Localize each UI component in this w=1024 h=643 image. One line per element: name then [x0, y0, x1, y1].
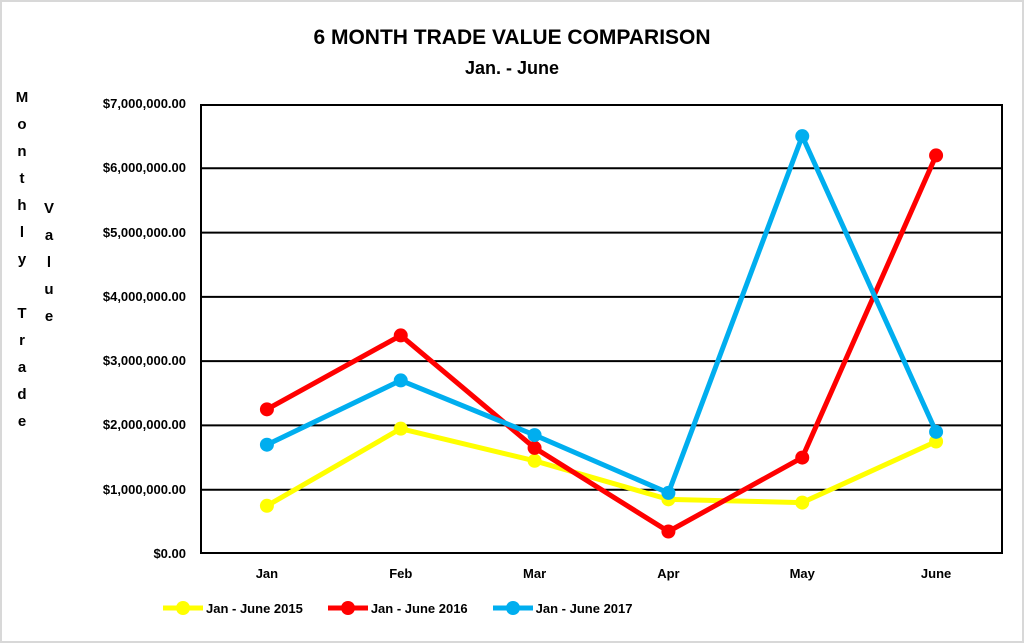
data-point-feb-jan-june-2015 [393, 421, 408, 436]
data-point-may-jan-june-2016 [795, 450, 810, 465]
y-axis-tick-label: $4,000,000.00 [102, 288, 186, 304]
y-axis-tick-label: $6,000,000.00 [102, 160, 186, 176]
vertical-label-letter: a [44, 227, 54, 244]
data-point-mar-jan-june-2017 [527, 428, 542, 443]
data-point-june-jan-june-2015 [929, 434, 944, 449]
vertical-label-letter: r [19, 332, 25, 349]
x-axis-label-jan: Jan [255, 566, 279, 581]
data-point-june-jan-june-2017 [929, 424, 944, 439]
y-axis-tick-label: $2,000,000.00 [102, 417, 186, 433]
legend-item: Jan - June 2015 [163, 600, 303, 616]
y-axis-tick-label: $3,000,000.00 [102, 353, 186, 369]
vertical-label-letter: M [15, 89, 29, 106]
plot-area [200, 104, 1003, 554]
vertical-label-letter: l [46, 254, 52, 271]
data-point-feb-jan-june-2016 [393, 328, 408, 343]
data-point-may-jan-june-2017 [795, 129, 810, 144]
chart-title: 6 MONTH TRADE VALUE COMPARISON [313, 26, 711, 49]
series-line-jan-june-2015 [264, 426, 939, 509]
vertical-label-letter: V [43, 200, 54, 217]
x-axis-label-feb: Feb [389, 566, 413, 581]
vertical-label-letter: e [17, 413, 27, 430]
vertical-label-letter: o [17, 116, 27, 133]
y-axis-tick-label: $5,000,000.00 [102, 224, 186, 240]
data-point-mar-jan-june-2015 [527, 453, 542, 468]
data-point-apr-jan-june-2017 [661, 485, 676, 500]
legend: Jan - June 2015 Jan - June 2016 Jan - June… [163, 600, 632, 616]
vertical-label-letter: u [44, 281, 54, 298]
x-axis-label-mar: Mar [523, 566, 547, 581]
vertical-label-letter: n [17, 143, 27, 160]
chart-subtitle: Jan. - June [464, 58, 560, 78]
data-point-june-jan-june-2016 [929, 148, 944, 163]
series-line-jan-june-2017 [264, 133, 939, 496]
legend-label: Jan - June 2015 [206, 600, 303, 616]
vertical-label-letter: y [17, 251, 27, 268]
data-point-may-jan-june-2015 [795, 495, 810, 510]
x-axis-label-june: June [920, 566, 952, 581]
legend-marker-icon [327, 601, 368, 615]
legend-item: Jan - June 2017 [492, 600, 633, 616]
legend-label: Jan - June 2017 [535, 600, 633, 616]
vertical-label-letter: a [17, 359, 27, 376]
vertical-label-letter: d [17, 386, 27, 403]
y-axis-tick-label: $1,000,000.00 [102, 481, 186, 497]
x-axis-label-apr: Apr [657, 566, 680, 581]
y-axis-tick-label: $7,000,000.00 [102, 96, 186, 111]
data-point-jan-jan-june-2015 [259, 498, 274, 513]
x-axis-label-may: May [789, 566, 815, 581]
legend-item: Jan - June 2016 [327, 600, 468, 616]
plot-border [200, 104, 1003, 554]
data-point-feb-jan-june-2017 [393, 373, 408, 388]
data-point-jan-jan-june-2017 [259, 437, 274, 452]
vertical-label-letter: t [19, 170, 25, 187]
legend-marker-icon [163, 601, 203, 615]
data-point-apr-jan-june-2016 [661, 524, 676, 539]
y-axis-tick-label: $0.00 [153, 546, 186, 561]
vertical-label-letter: l [19, 224, 25, 241]
vertical-label-letter: h [17, 197, 27, 214]
legend-label: Jan - June 2016 [370, 600, 468, 616]
series-line-jan-june-2016 [264, 152, 939, 534]
data-point-mar-jan-june-2016 [527, 440, 542, 455]
vertical-label-letter: e [44, 308, 54, 325]
legend-marker-icon [492, 601, 533, 615]
vertical-label-letter: T [17, 305, 27, 322]
data-point-jan-jan-june-2016 [259, 402, 274, 417]
